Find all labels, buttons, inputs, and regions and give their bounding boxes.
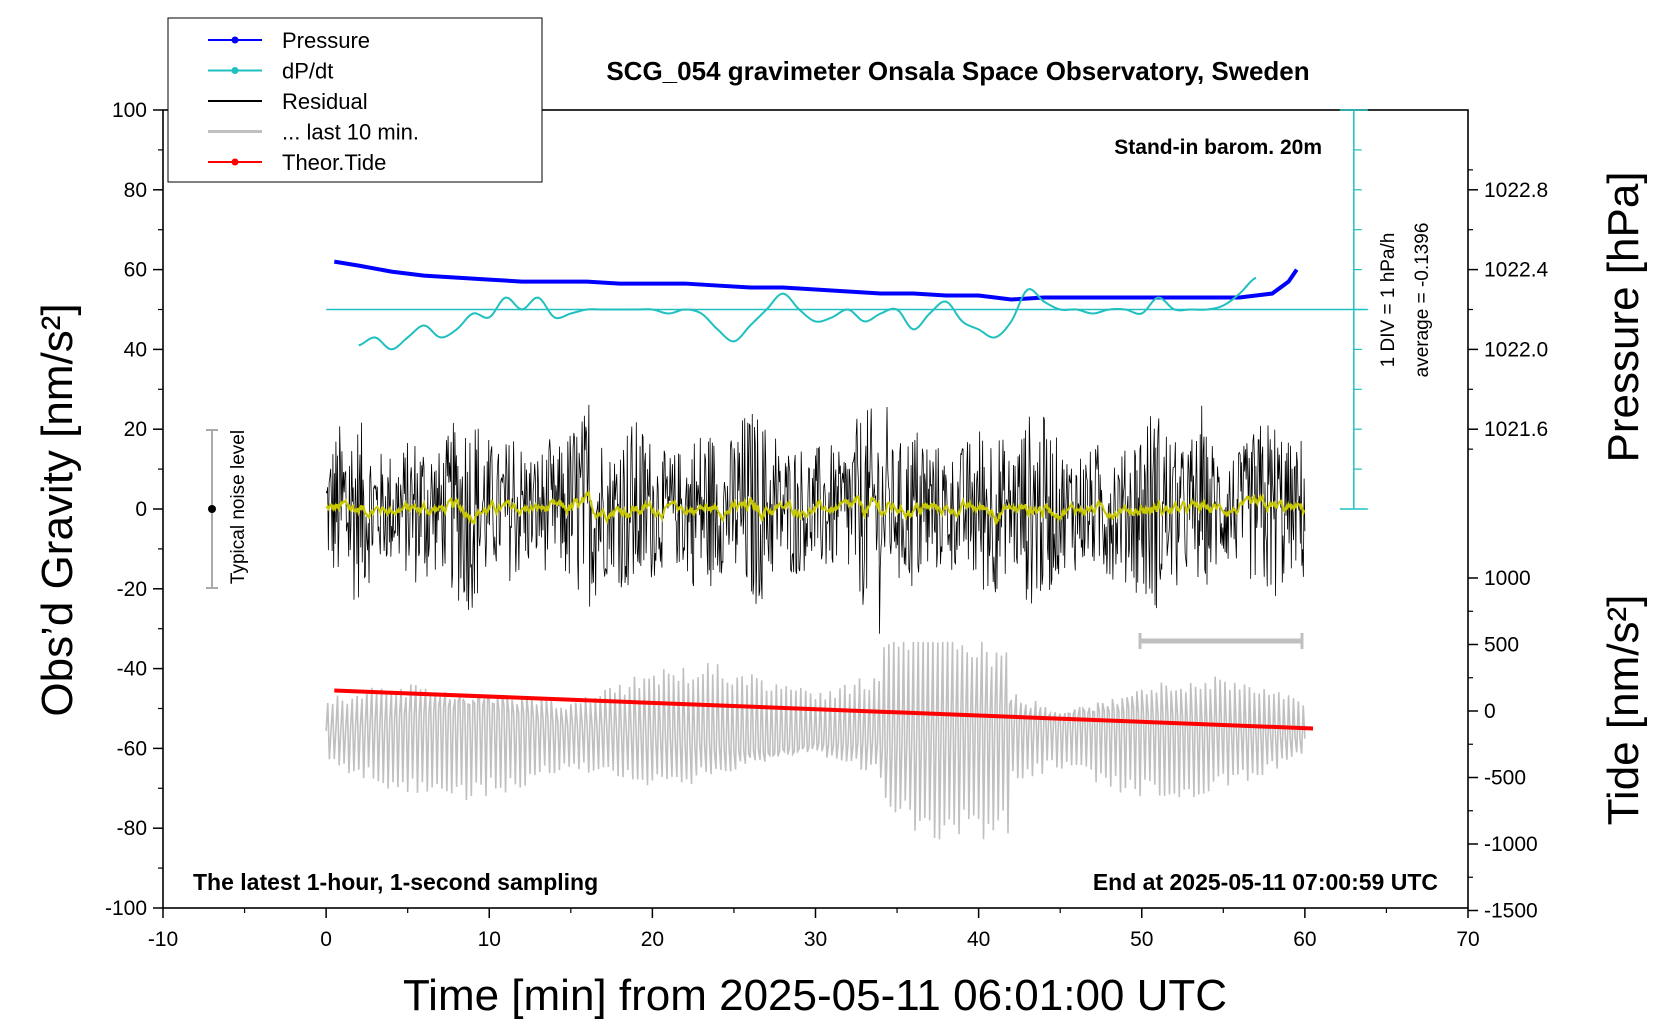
dpdt-scale [326, 109, 1368, 510]
y-tick-label: 60 [124, 259, 147, 282]
y-tick-label: 100 [112, 99, 147, 122]
x-tick-label: 50 [1130, 928, 1153, 951]
legend-item: Residual [208, 89, 368, 114]
series-pressure [333, 259, 1299, 302]
tide-tick-label: -1500 [1484, 900, 1538, 923]
series-last-10-min [325, 641, 1306, 840]
x-tick-label: -10 [148, 928, 178, 951]
tide-tick-label: 1000 [1484, 567, 1531, 590]
legend-item: Theor.Tide [208, 150, 386, 175]
y-tick-label: -80 [117, 817, 147, 840]
average-label: average = -0.1396 [1412, 223, 1433, 378]
y-tick-label: 80 [124, 179, 147, 202]
tide-tick-label: -500 [1484, 767, 1526, 790]
pressure-tick-label: 1022.0 [1484, 338, 1548, 361]
x-tick-label: 30 [804, 928, 827, 951]
last-10-min-bar [1138, 633, 1304, 649]
tide-axis: 1000 500 0 -500 -1000 -1500 [1468, 567, 1538, 923]
legend-label: ... last 10 min. [282, 120, 419, 145]
noise-label: Typical noise level [228, 430, 249, 584]
y-tick-label: -60 [117, 737, 147, 760]
pressure-axis: 1022.8 1022.4 1022.0 1021.6 [1468, 169, 1549, 450]
barometer-note: Stand-in barom. 20m [1114, 136, 1322, 159]
legend-item: Pressure [208, 28, 370, 53]
series-layer [325, 259, 1314, 840]
y-tick-label: -100 [105, 897, 147, 920]
x-axis-title: Time [min] from 2025-05-11 06:01:00 UTC [403, 971, 1227, 1020]
pressure-tick-label: 1022.8 [1484, 179, 1548, 202]
tide-tick-label: -1000 [1484, 833, 1538, 856]
pressure-tick-label: 1022.4 [1484, 259, 1549, 282]
x-tick-label: 60 [1293, 928, 1316, 951]
legend-label: dP/dt [282, 59, 333, 84]
y-tick-label: -40 [117, 658, 147, 681]
legend-marker [231, 158, 239, 166]
y-tick-label: -20 [117, 578, 147, 601]
y-tick-label: 20 [124, 418, 147, 441]
legend-label: Theor.Tide [282, 150, 386, 175]
x-tick-label: 10 [478, 928, 501, 951]
last-10-min-line [325, 641, 1306, 840]
x-tick-label: 0 [320, 928, 332, 951]
y-tick-label: 40 [124, 338, 147, 361]
legend-item: dP/dt [208, 59, 333, 84]
x-tick-label: 20 [641, 928, 664, 951]
tide-axis-title: Tide [nm/s²] [1599, 595, 1648, 826]
noise-dot [208, 505, 216, 513]
legend-marker [231, 36, 239, 44]
tide-tick-label: 500 [1484, 634, 1519, 657]
series-residual [325, 404, 1306, 634]
residual-line [325, 404, 1306, 634]
series-theor-tide [334, 688, 1314, 731]
end-note: End at 2025-05-11 07:00:59 UTC [1093, 869, 1438, 895]
pressure-axis-title: Pressure [hPa] [1599, 171, 1648, 462]
y-tick-label: 0 [135, 498, 147, 521]
theor-tide-line [334, 688, 1314, 731]
pressure-tick-label: 1021.6 [1484, 418, 1548, 441]
x-tick-label: 40 [967, 928, 990, 951]
left-y-axis: -100 -80 -60 -40 -20 0 20 40 60 80 100 [105, 99, 163, 920]
legend-label: Pressure [282, 28, 370, 53]
legend: Pressure dP/dt Residual ... last 10 min. The… [167, 17, 543, 183]
legend-marker [231, 67, 239, 74]
tide-tick-label: 0 [1484, 700, 1496, 723]
residual-smoothed-line [325, 490, 1306, 527]
legend-label: Residual [282, 89, 368, 114]
latest-note: The latest 1-hour, 1-second sampling [193, 869, 598, 895]
chart-title: SCG_054 gravimeter Onsala Space Observat… [606, 56, 1309, 86]
legend-item: ... last 10 min. [208, 120, 419, 145]
x-tick-label: 70 [1456, 928, 1479, 951]
div-label: 1 DIV = 1 hPa/h [1378, 233, 1399, 368]
noise-level-indicator: Typical noise level [206, 429, 249, 589]
x-axis: -10 0 10 20 30 40 50 60 70 [148, 908, 1480, 951]
left-axis-title: Obs’d Gravity [nm/s²] [33, 303, 82, 716]
pressure-line [333, 259, 1299, 302]
